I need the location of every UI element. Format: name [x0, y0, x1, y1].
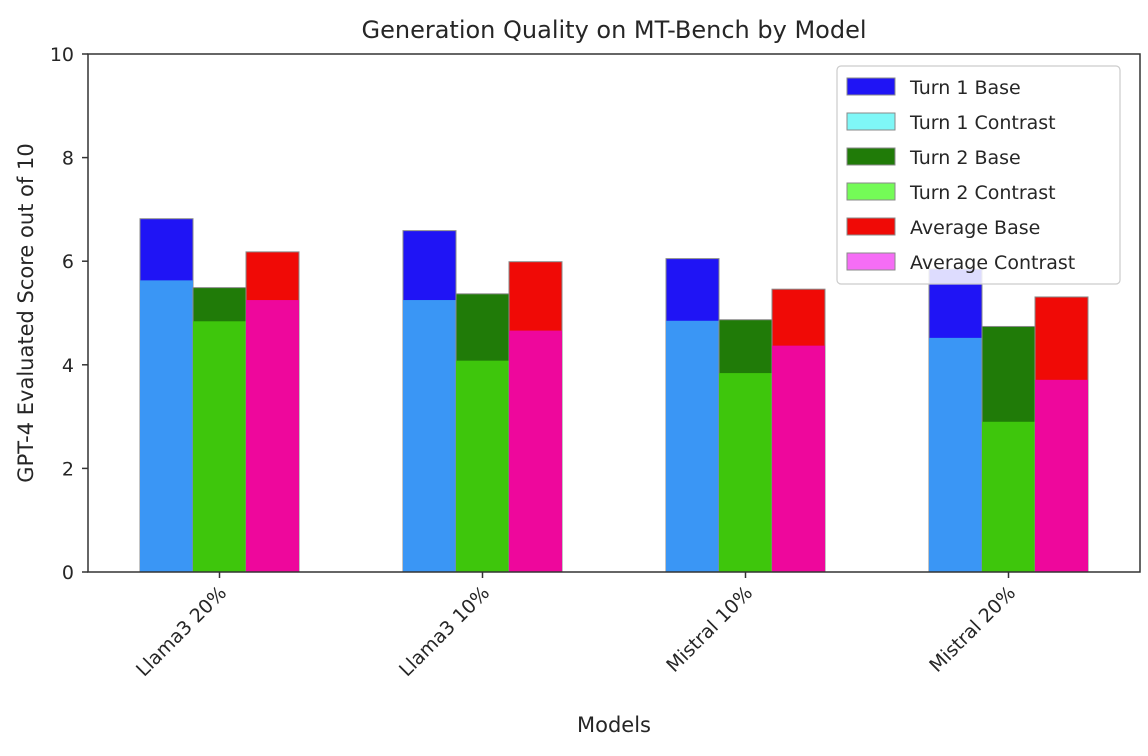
bar-turn-1-contrast — [929, 337, 982, 572]
bar-average-contrast — [246, 300, 299, 572]
y-tick-label: 2 — [62, 458, 74, 480]
y-tick-label: 10 — [50, 44, 74, 66]
legend-label: Turn 1 Contrast — [909, 112, 1056, 134]
bar-turn-1-contrast — [403, 300, 456, 572]
legend-label: Turn 1 Base — [909, 77, 1021, 99]
x-axis-ticks: Llama3 20% Llama3 10% Mistral 10% Mistral 2… — [132, 572, 1020, 681]
bar-average-contrast — [1035, 379, 1088, 572]
x-tick-label: Mistral 10% — [662, 582, 757, 677]
y-axis-ticks: 0 2 4 6 8 10 — [50, 44, 88, 584]
bars-layer — [139, 218, 1089, 573]
bar-turn-2-contrast — [982, 421, 1035, 572]
chart-title: Generation Quality on MT-Bench by Model — [362, 16, 867, 44]
y-tick-label: 0 — [62, 562, 74, 584]
legend-swatch — [846, 217, 896, 236]
y-tick-label: 8 — [62, 148, 74, 170]
x-tick-label: Mistral 20% — [925, 582, 1020, 677]
bar-average-contrast — [509, 330, 562, 572]
plot-frame — [87, 53, 1141, 573]
legend-swatch — [846, 77, 896, 96]
legend-label: Average Base — [910, 217, 1040, 239]
bar-average-contrast — [772, 345, 825, 572]
legend-label: Turn 2 Base — [909, 147, 1021, 169]
bar-turn-2-contrast — [456, 360, 509, 572]
x-axis-label: Models — [577, 713, 651, 737]
bar-turn-1-contrast — [140, 280, 193, 572]
legend-label: Turn 2 Contrast — [909, 182, 1056, 204]
legend-swatch — [846, 252, 896, 271]
y-tick-label: 4 — [62, 355, 74, 377]
y-tick-label: 6 — [62, 251, 74, 273]
legend-swatch — [846, 182, 896, 201]
legend: Turn 1 Base Turn 1 Contrast Turn 2 Base Tur… — [836, 65, 1121, 285]
bar-turn-1-contrast — [666, 320, 719, 572]
y-axis-label: GPT-4 Evaluated Score out of 10 — [14, 143, 38, 482]
legend-box — [836, 65, 1121, 285]
legend-label: Average Contrast — [910, 252, 1075, 274]
legend-swatch — [846, 147, 896, 166]
legend-swatch — [846, 112, 896, 131]
x-tick-label: Llama3 20% — [132, 582, 231, 681]
x-tick-label: Llama3 10% — [395, 582, 494, 681]
bar-turn-2-contrast — [719, 373, 772, 572]
bar-turn-2-contrast — [193, 321, 246, 572]
